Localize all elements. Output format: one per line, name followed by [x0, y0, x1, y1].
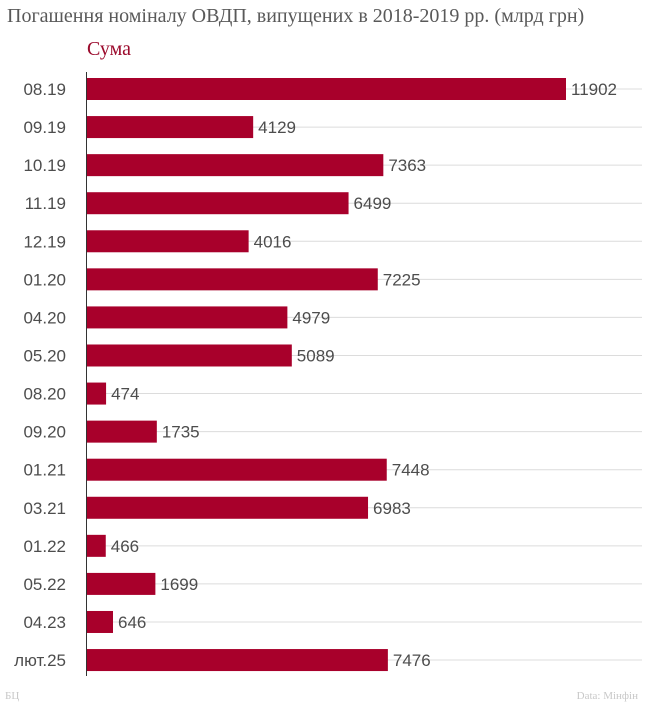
y-tick-label: 04.23 — [23, 613, 66, 632]
y-tick-label: 12.19 — [23, 232, 66, 251]
y-tick-label: 11.19 — [25, 194, 66, 213]
data-label: 5089 — [297, 346, 335, 365]
bar — [87, 192, 349, 215]
chart-title: Погашення номіналу ОВДП, випущених в 201… — [7, 5, 585, 27]
bar — [87, 306, 288, 329]
data-label: 7363 — [388, 156, 426, 175]
y-tick-label: 01.21 — [23, 461, 66, 480]
data-label: 474 — [111, 385, 139, 404]
bar — [87, 268, 378, 291]
data-label: 7476 — [393, 651, 431, 670]
bar — [87, 610, 113, 633]
bar — [87, 572, 156, 595]
footer-source-right: Data: Мінфін — [576, 690, 638, 702]
bar — [87, 458, 387, 481]
y-tick-label: 01.22 — [23, 537, 66, 556]
data-label: 11902 — [571, 80, 617, 99]
bar — [87, 116, 254, 139]
y-tick-label: 05.20 — [23, 346, 66, 365]
footer-source-left: БЦ — [5, 690, 20, 702]
bar — [87, 496, 369, 519]
data-label: 646 — [118, 613, 146, 632]
y-tick-label: 10.19 — [23, 156, 66, 175]
data-label: 6499 — [354, 194, 392, 213]
bar — [87, 420, 157, 443]
bar — [87, 534, 106, 557]
data-label: 1699 — [160, 575, 198, 594]
y-tick-label: 08.20 — [23, 385, 66, 404]
bar — [87, 649, 388, 672]
bar — [87, 344, 292, 367]
data-label: 4129 — [258, 118, 296, 137]
data-label: 466 — [111, 537, 139, 556]
bar — [87, 382, 107, 405]
y-tick-label: 09.20 — [23, 423, 66, 442]
data-label: 7225 — [383, 270, 421, 289]
data-label: 6983 — [373, 499, 411, 518]
data-label: 4016 — [254, 232, 292, 251]
y-tick-label: 09.19 — [23, 118, 66, 137]
y-tick-label: 01.20 — [23, 270, 66, 289]
y-tick-label: 03.21 — [23, 499, 66, 518]
bar — [87, 154, 384, 177]
legend-label: Сума — [87, 38, 131, 60]
y-tick-label: лют.25 — [14, 651, 66, 670]
y-tick-label: 08.19 — [23, 80, 66, 99]
data-label: 7448 — [392, 461, 430, 480]
bar — [87, 78, 566, 100]
y-tick-label: 04.20 — [23, 308, 66, 327]
y-tick-label: 05.22 — [23, 575, 66, 594]
data-label: 4979 — [292, 308, 330, 327]
data-label: 1735 — [162, 423, 200, 442]
bar — [87, 230, 249, 253]
